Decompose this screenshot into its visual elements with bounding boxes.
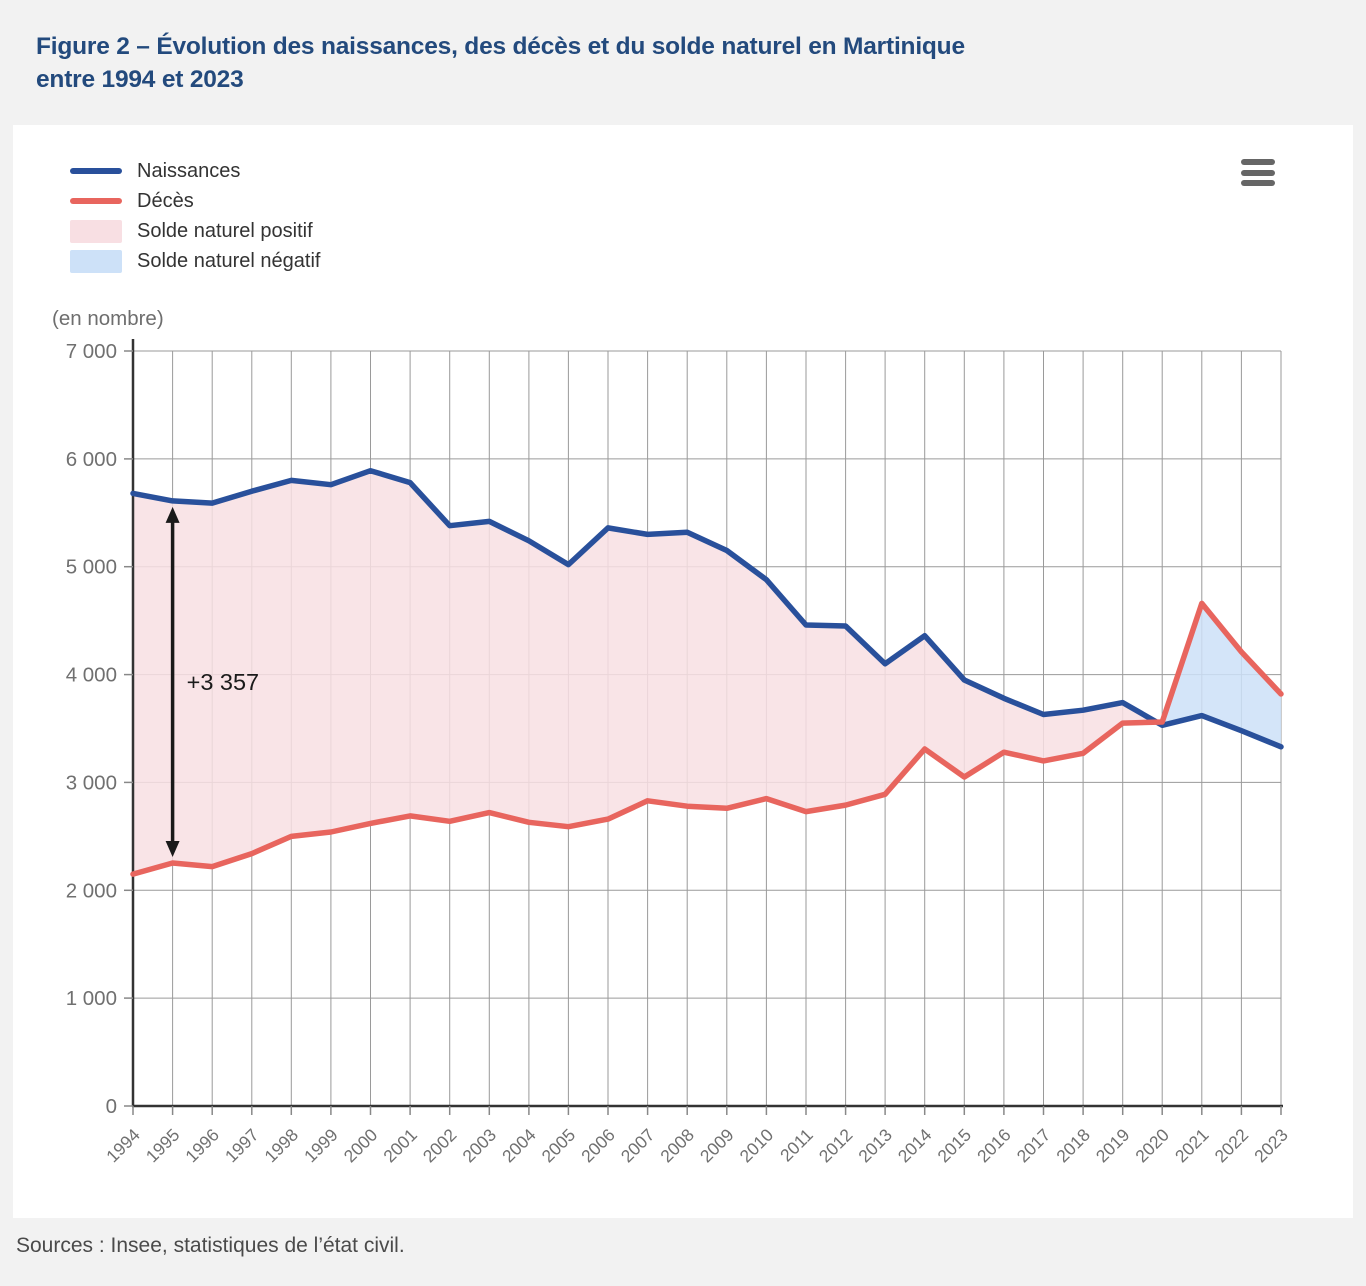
page-title-line2: entre 1994 et 2023 <box>36 66 244 93</box>
x-tick-label: 2014 <box>894 1125 936 1167</box>
x-tick-label: 2000 <box>340 1125 382 1167</box>
y-tick-label: 4 000 <box>66 664 117 687</box>
x-tick-label: 2002 <box>419 1125 461 1167</box>
x-tick-label: 2016 <box>973 1125 1015 1167</box>
naissances-swatch-icon <box>70 168 122 174</box>
x-tick-label: 2015 <box>933 1125 975 1167</box>
x-tick-label: 2004 <box>498 1125 540 1167</box>
annotation-label: +3 357 <box>187 669 260 695</box>
y-tick-label: 7 000 <box>66 340 117 363</box>
x-tick-label: 1999 <box>300 1125 342 1167</box>
solde-positif-swatch-icon <box>70 219 122 243</box>
y-tick-label: 1 000 <box>66 987 117 1010</box>
x-tick-label: 2021 <box>1171 1125 1213 1167</box>
x-tick-label: 2006 <box>577 1125 619 1167</box>
x-tick-label: 2009 <box>696 1125 738 1167</box>
legend-item-deces[interactable]: Décès <box>70 189 320 213</box>
context-menu-button[interactable] <box>1241 159 1275 186</box>
legend-label: Décès <box>137 189 194 212</box>
arrow-up-icon <box>165 506 180 523</box>
x-tick-label: 2012 <box>815 1125 857 1167</box>
page-title: Figure 2 – Évolution des naissances, des… <box>36 30 1316 96</box>
solde-negatif-swatch-icon <box>70 249 122 273</box>
solde-areas <box>133 470 1281 875</box>
x-tick-label: 2003 <box>458 1125 500 1167</box>
legend-label: Naissances <box>137 159 241 182</box>
x-tick-label: 2023 <box>1250 1125 1292 1167</box>
x-tick-label: 1994 <box>102 1125 144 1167</box>
x-tick-label: 1998 <box>260 1125 302 1167</box>
y-tick-label: 6 000 <box>66 448 117 471</box>
legend-item-naissances[interactable]: Naissances <box>70 159 320 183</box>
y-tick-label: 2 000 <box>66 879 117 902</box>
y-axis-labels: 0 1 000 2 000 3 000 4 000 5 000 6 000 7 000 <box>66 340 117 1118</box>
source-text: Sources : Insee, statistiques de l’état … <box>16 1234 405 1257</box>
x-tick-label: 2022 <box>1211 1125 1253 1167</box>
series-line-deces <box>130 600 1284 877</box>
x-tick-label: 2013 <box>854 1125 896 1167</box>
chart-card: +3 357 0 1 000 2 000 3 000 4 000 5 000 6 000 7 0… <box>13 125 1353 1218</box>
chart-svg: +3 357 0 1 000 2 000 3 000 4 000 5 000 6 000 7 0… <box>66 339 1292 1167</box>
x-tick-label: 2007 <box>617 1125 659 1167</box>
deces-swatch-icon <box>70 198 122 204</box>
x-tick-label: 2020 <box>1131 1125 1173 1167</box>
annotation-solde-1995: +3 357 <box>165 506 260 857</box>
x-tick-label: 1996 <box>181 1125 223 1167</box>
x-tick-label: 2008 <box>656 1125 698 1167</box>
y-tick-label: 5 000 <box>66 556 117 579</box>
x-tick-label: 2017 <box>1013 1125 1055 1167</box>
x-tick-label: 2011 <box>776 1125 817 1166</box>
x-tick-label: 2018 <box>1052 1125 1094 1167</box>
x-tick-label: 1995 <box>142 1125 184 1167</box>
y-tick-label: 3 000 <box>66 771 117 794</box>
axis-ticks <box>124 350 1282 1115</box>
legend-label: Solde naturel positif <box>137 219 313 242</box>
legend-item-solde-positif[interactable]: Solde naturel positif <box>70 219 320 243</box>
legend-label: Solde naturel négatif <box>137 249 321 272</box>
hamburger-icon <box>1241 159 1275 165</box>
y-tick-label: 0 <box>106 1095 117 1118</box>
axes <box>131 339 1283 1108</box>
x-tick-label: 2001 <box>379 1125 421 1167</box>
x-tick-label: 2005 <box>538 1125 580 1167</box>
x-tick-label: 2019 <box>1092 1125 1134 1167</box>
arrow-down-icon <box>165 841 180 857</box>
page-title-line1: Figure 2 – Évolution des naissances, des… <box>36 33 965 60</box>
legend: Naissances Décès Solde naturel positif Sold… <box>70 159 320 273</box>
x-tick-label: 2010 <box>736 1125 778 1167</box>
x-axis-labels: 1994199519961997199819992000200120022003… <box>102 1125 1292 1167</box>
x-tick-label: 1997 <box>221 1125 263 1167</box>
solde-negatif-area <box>1156 603 1281 747</box>
unit-label: (en nombre) <box>52 307 164 330</box>
series-line-naissances <box>130 467 1284 750</box>
legend-item-solde-negatif[interactable]: Solde naturel négatif <box>70 249 320 273</box>
